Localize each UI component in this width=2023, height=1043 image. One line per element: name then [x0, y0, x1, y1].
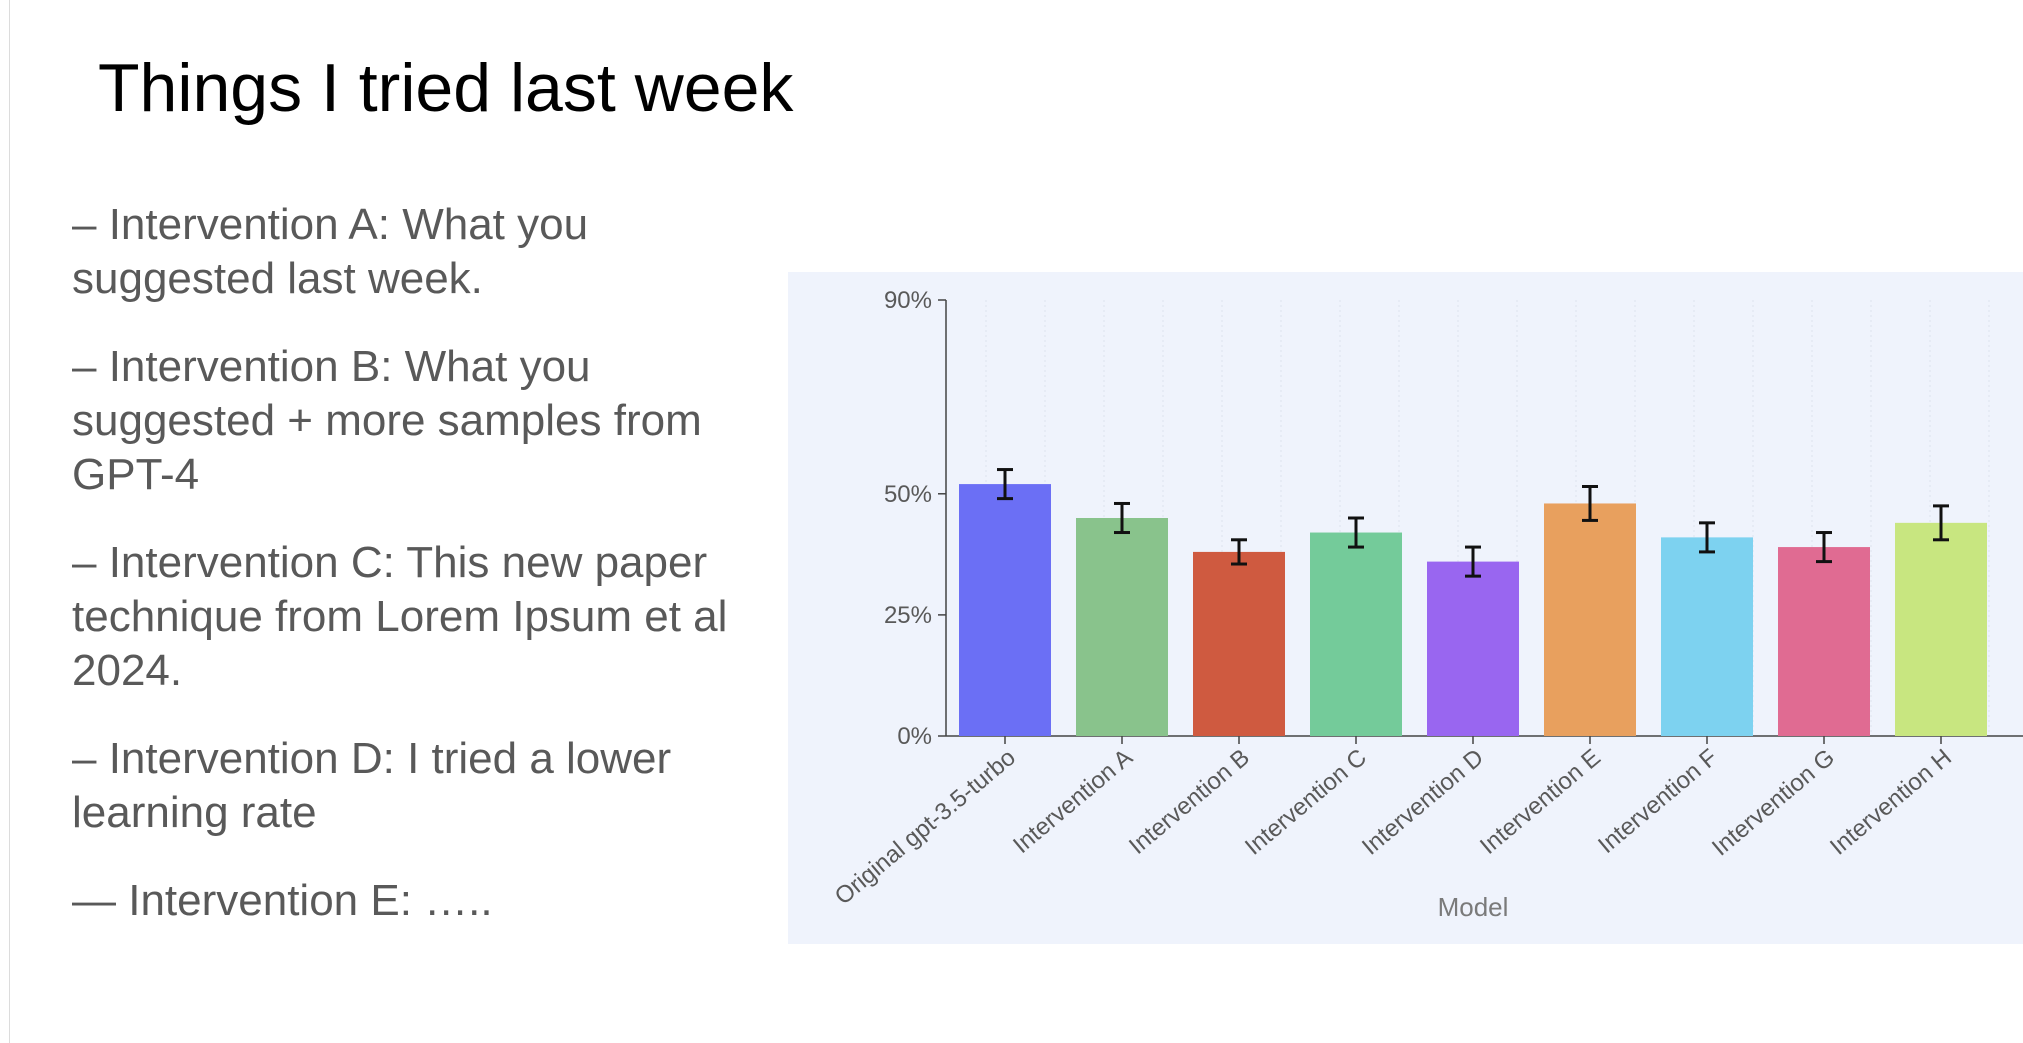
bar — [1544, 503, 1636, 736]
bar — [1076, 518, 1168, 736]
bar — [1427, 561, 1519, 736]
bar — [1310, 532, 1402, 736]
bullet-intervention-d: – Intervention D: I tried a lower learni… — [72, 734, 672, 837]
x-tick-label: Intervention D — [1357, 744, 1489, 861]
bar-chart-panel: 0% 25% 50% 90% Original gpt-3.5-turbo Interve… — [788, 272, 2023, 944]
x-axis-title: Model — [1438, 892, 1509, 922]
bar — [1778, 547, 1870, 736]
slide-edge — [0, 0, 10, 1043]
slide-title: Things I tried last week — [98, 50, 794, 126]
bar — [1895, 522, 1987, 736]
y-tick-label: 25% — [884, 602, 932, 629]
y-tick-label: 90% — [884, 287, 932, 314]
x-tick-label: Intervention C — [1240, 744, 1372, 861]
x-tick-label: Intervention H — [1825, 744, 1957, 861]
x-tick-label: Intervention G — [1707, 744, 1840, 862]
x-tick-label: Intervention F — [1593, 744, 1723, 859]
x-tick-label: Intervention A — [1008, 744, 1138, 859]
x-tick-label: Intervention E — [1475, 744, 1606, 860]
bar — [959, 484, 1051, 736]
x-tick-label: Intervention B — [1124, 744, 1255, 860]
y-tick-label: 0% — [897, 723, 932, 750]
y-tick-label: 50% — [884, 481, 932, 508]
bar — [1661, 537, 1753, 736]
bullet-intervention-a: – Intervention A: What you suggested las… — [72, 200, 589, 303]
bullet-intervention-e: — Intervention E: ….. — [72, 876, 493, 925]
bar — [1193, 551, 1285, 736]
bullet-list: – Intervention A: What you suggested las… — [72, 198, 792, 962]
bar-chart: 0%25%50%90%Original gpt-3.5-turboInterve… — [830, 287, 2023, 922]
bullet-intervention-c: – Intervention C: This new paper techniq… — [72, 538, 728, 695]
bullet-intervention-b: – Intervention B: What you suggested + m… — [72, 342, 702, 499]
x-tick-label: Original gpt-3.5-turbo — [830, 744, 1021, 910]
